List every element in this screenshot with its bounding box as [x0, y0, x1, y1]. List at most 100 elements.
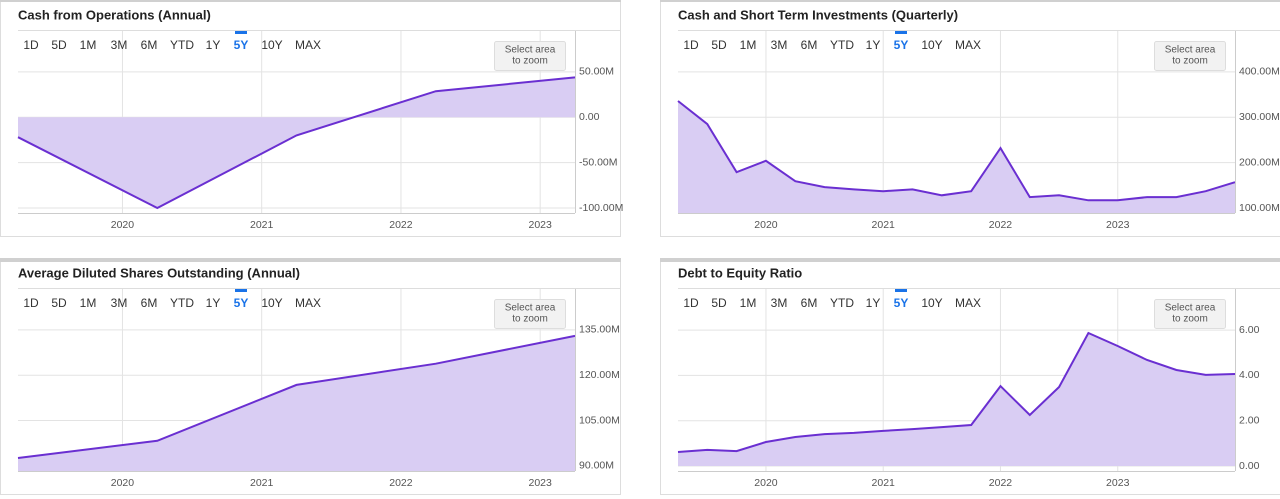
y-tick-label: 105.00M: [579, 414, 620, 426]
range-button[interactable]: 1M: [80, 38, 97, 52]
range-button[interactable]: 5D: [711, 38, 727, 52]
chart-title: Cash from Operations (Annual): [18, 7, 211, 22]
zoom-hint: Select area: [505, 45, 556, 56]
range-button[interactable]: MAX: [295, 296, 321, 310]
range-button[interactable]: 5Y: [234, 296, 249, 310]
area-fill: [18, 77, 575, 209]
range-button[interactable]: 1Y: [206, 38, 221, 52]
range-button[interactable]: 3M: [771, 296, 788, 310]
range-button[interactable]: 10Y: [261, 38, 282, 52]
range-button[interactable]: 3M: [771, 38, 788, 52]
y-tick-label: 200.00M: [1239, 156, 1280, 168]
x-tick-label: 2023: [529, 219, 553, 231]
zoom-hint: to zoom: [512, 56, 548, 67]
range-button[interactable]: 5Y: [894, 38, 909, 52]
y-tick-label: 120.00M: [579, 369, 620, 381]
zoom-hint: to zoom: [512, 314, 548, 325]
range-button[interactable]: 6M: [801, 296, 818, 310]
selected-indicator: [895, 31, 907, 34]
y-tick-label: 90.00M: [579, 460, 614, 472]
x-tick-label: 2020: [754, 219, 778, 231]
range-button[interactable]: 3M: [111, 296, 128, 310]
range-button[interactable]: 1D: [683, 296, 699, 310]
range-button[interactable]: 1M: [740, 296, 757, 310]
selected-indicator: [235, 31, 247, 34]
x-tick-label: 2023: [529, 477, 553, 489]
range-button[interactable]: YTD: [170, 296, 194, 310]
range-button[interactable]: 1D: [23, 38, 39, 52]
range-button[interactable]: MAX: [955, 38, 981, 52]
x-tick-label: 2023: [1106, 219, 1130, 231]
zoom-hint: Select area: [1165, 45, 1216, 56]
range-button[interactable]: 1Y: [206, 296, 221, 310]
area-fill: [678, 333, 1235, 467]
zoom-button[interactable]: [1154, 299, 1226, 329]
range-button[interactable]: 1Y: [866, 296, 881, 310]
chart-title: Debt to Equity Ratio: [678, 265, 802, 280]
y-tick-label: 50.00M: [579, 66, 614, 78]
range-button[interactable]: 1Y: [866, 38, 881, 52]
range-button[interactable]: YTD: [830, 296, 854, 310]
range-button[interactable]: 1M: [740, 38, 757, 52]
line: [677, 100, 1236, 202]
panel-top-bar: [660, 0, 1280, 2]
y-tick-label: 100.00M: [1239, 202, 1280, 214]
panel-top-bar: [0, 258, 621, 262]
range-button[interactable]: 6M: [141, 38, 158, 52]
range-button[interactable]: 6M: [141, 296, 158, 310]
y-tick-label: 135.00M: [579, 324, 620, 336]
line: [17, 76, 576, 210]
line: [677, 331, 1236, 453]
range-button[interactable]: YTD: [170, 38, 194, 52]
x-tick-label: 2021: [872, 477, 896, 489]
range-button[interactable]: 1D: [23, 296, 39, 310]
x-tick-label: 2022: [989, 477, 1013, 489]
range-button[interactable]: MAX: [955, 296, 981, 310]
area-fill: [18, 335, 575, 471]
range-button[interactable]: 5Y: [234, 38, 249, 52]
zoom-hint: to zoom: [1172, 56, 1208, 67]
x-tick-label: 2021: [250, 219, 274, 231]
range-button[interactable]: 5Y: [894, 296, 909, 310]
y-tick-label: 6.00: [1239, 324, 1260, 336]
x-tick-label: 2021: [250, 477, 274, 489]
x-tick-label: 2021: [872, 219, 896, 231]
range-button[interactable]: 6M: [801, 38, 818, 52]
range-button[interactable]: 5D: [711, 296, 727, 310]
x-tick-label: 2020: [111, 477, 135, 489]
panel-top-bar: [660, 258, 1280, 262]
y-tick-label: 400.00M: [1239, 66, 1280, 78]
y-tick-label: -50.00M: [579, 156, 618, 168]
range-button[interactable]: MAX: [295, 38, 321, 52]
chart-title: Average Diluted Shares Outstanding (Annu…: [18, 265, 300, 280]
zoom-hint: to zoom: [1172, 314, 1208, 325]
range-button[interactable]: 5D: [51, 38, 67, 52]
range-button[interactable]: 5D: [51, 296, 67, 310]
area-fill: [678, 101, 1235, 213]
y-tick-label: 4.00: [1239, 369, 1260, 381]
x-tick-label: 2020: [754, 477, 778, 489]
range-button[interactable]: YTD: [830, 38, 854, 52]
y-tick-label: 0.00: [1239, 460, 1260, 472]
range-button[interactable]: 10Y: [921, 38, 942, 52]
zoom-hint: Select area: [505, 303, 556, 314]
panel-top-bar: [0, 0, 621, 2]
zoom-button[interactable]: [494, 299, 566, 329]
y-tick-label: 300.00M: [1239, 111, 1280, 123]
y-tick-label: 2.00: [1239, 414, 1260, 426]
range-button[interactable]: 3M: [111, 38, 128, 52]
x-tick-label: 2022: [989, 219, 1013, 231]
x-tick-label: 2023: [1106, 477, 1130, 489]
zoom-button[interactable]: [1154, 41, 1226, 71]
range-button[interactable]: 10Y: [921, 296, 942, 310]
line: [17, 334, 576, 459]
selected-indicator: [235, 289, 247, 292]
range-button[interactable]: 1D: [683, 38, 699, 52]
zoom-button[interactable]: [494, 41, 566, 71]
range-button[interactable]: 10Y: [261, 296, 282, 310]
selected-indicator: [895, 289, 907, 292]
range-button[interactable]: 1M: [80, 296, 97, 310]
x-tick-label: 2022: [389, 219, 413, 231]
x-tick-label: 2020: [111, 219, 135, 231]
